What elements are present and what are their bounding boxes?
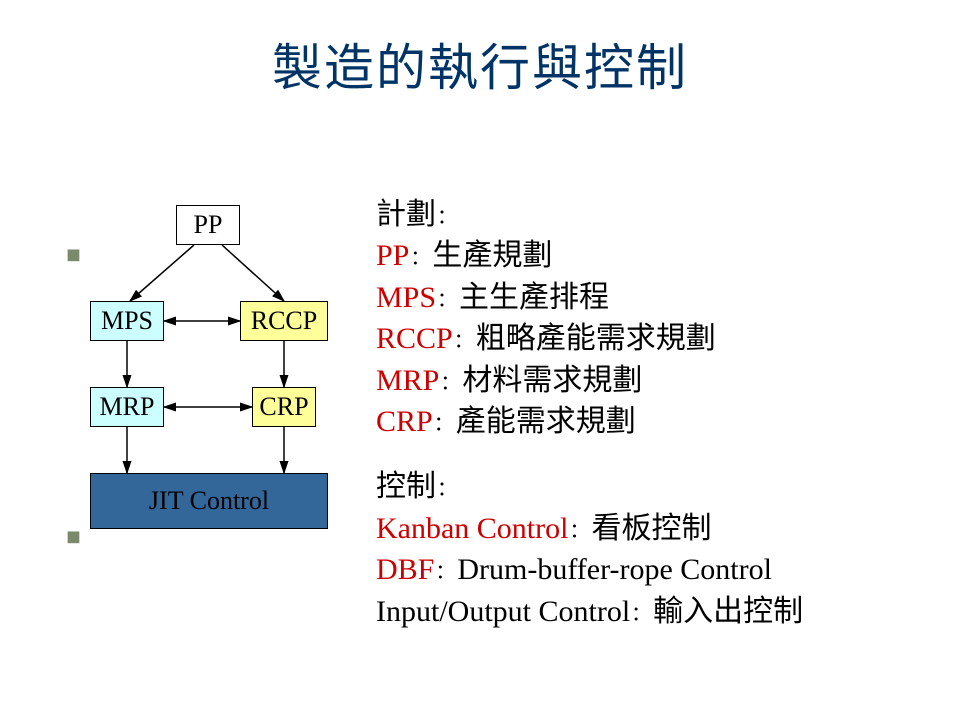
legend-item: CRP：產能需求規劃 — [376, 401, 803, 442]
legend-desc: 看板控制 — [591, 512, 711, 545]
flow-diagram: PP MPS RCCP MRP CRP JIT Control — [90, 205, 370, 575]
legend-abbr: MPS — [376, 281, 436, 314]
legend-abbr: PP — [376, 239, 409, 272]
legend-item: DBF：Drum-buffer-rope Control — [376, 549, 803, 590]
node-jit: JIT Control — [90, 473, 328, 529]
slide: 製造的執行與控制 製造的執行與控制 ◼ ◼ PP MPS RCCP MRP CRP JIT… — [0, 0, 960, 720]
node-mps: MPS — [90, 301, 164, 341]
legend-desc: 生產規劃 — [432, 239, 552, 272]
colon-sep: ： — [436, 206, 459, 228]
bullet-icon: ◼ — [66, 244, 81, 265]
legend-header-text: 控制 — [376, 470, 436, 503]
page-title: 製造的執行與控制 — [0, 28, 960, 100]
legend-desc: 主生產排程 — [459, 281, 609, 314]
edge — [130, 245, 194, 301]
node-rccp: RCCP — [240, 301, 328, 341]
colon-sep: ： — [568, 520, 591, 542]
legend-desc: 產能需求規劃 — [456, 405, 636, 438]
legend-planning: 計劃： PP：生產規劃MPS：主生產排程RCCP：粗略產能需求規劃MRP：材料需… — [376, 194, 803, 442]
node-mrp: MRP — [90, 387, 164, 427]
legend-desc: 材料需求規劃 — [462, 364, 642, 397]
legend-abbr: Kanban Control — [376, 512, 568, 545]
title-wrap: 製造的執行與控制 製造的執行與控制 — [0, 28, 960, 100]
legend-item: MRP：材料需求規劃 — [376, 360, 803, 401]
legend-item: PP：生產規劃 — [376, 235, 803, 276]
legend-item: MPS：主生產排程 — [376, 277, 803, 318]
legend-desc: 粗略產能需求規劃 — [476, 322, 716, 355]
legend-control: 控制： Kanban Control：看板控制DBF：Drum-buffer-r… — [376, 466, 803, 632]
colon-sep: ： — [453, 330, 476, 352]
legend-abbr: DBF — [376, 553, 434, 586]
legend: 計劃： PP：生產規劃MPS：主生產排程RCCP：粗略產能需求規劃MRP：材料需… — [376, 194, 803, 632]
colon-sep: ： — [439, 372, 462, 394]
legend-header-text: 計劃 — [376, 198, 436, 231]
colon-sep: ： — [434, 561, 457, 583]
colon-sep: ： — [409, 247, 432, 269]
legend-desc: 輸入出控制 — [653, 595, 803, 628]
edge — [222, 245, 284, 301]
legend-abbr: RCCP — [376, 322, 453, 355]
legend-header: 計劃： — [376, 194, 803, 235]
legend-abbr: CRP — [376, 405, 433, 438]
legend-item: Input/Output Control：輸入出控制 — [376, 591, 803, 632]
bullet-icon: ◼ — [66, 526, 81, 547]
node-crp: CRP — [252, 387, 316, 427]
colon-sep: ： — [436, 289, 459, 311]
legend-abbr: MRP — [376, 364, 439, 397]
colon-sep: ： — [436, 478, 459, 500]
legend-item: RCCP：粗略產能需求規劃 — [376, 318, 803, 359]
node-pp: PP — [176, 205, 240, 245]
legend-header: 控制： — [376, 466, 803, 507]
legend-abbr: Input/Output Control — [376, 595, 630, 628]
legend-desc: Drum-buffer-rope Control — [457, 553, 772, 586]
colon-sep: ： — [433, 413, 456, 435]
legend-item: Kanban Control：看板控制 — [376, 508, 803, 549]
colon-sep: ： — [630, 603, 653, 625]
